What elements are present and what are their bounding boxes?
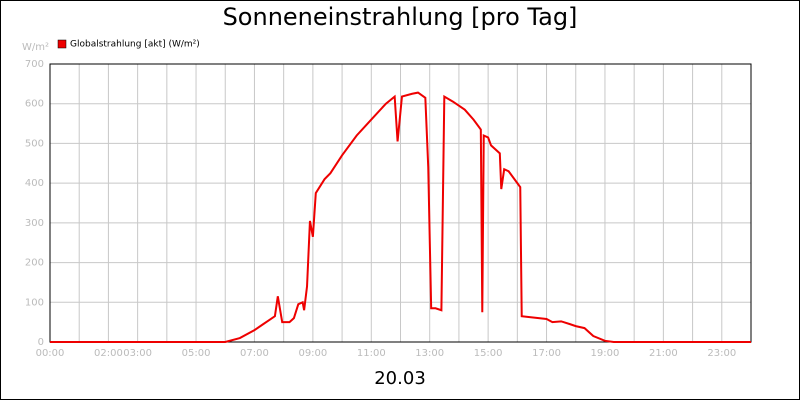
y-tick-label: 0: [38, 337, 44, 348]
plot-border: [49, 63, 752, 343]
x-tick-label: 19:00: [591, 348, 620, 359]
x-tick-label: 11:00: [357, 348, 386, 359]
y-unit: W/m²: [22, 42, 49, 53]
y-tick-label: 600: [25, 99, 44, 110]
x-tick-label: 05:00: [182, 348, 211, 359]
legend-swatch: [57, 39, 67, 49]
y-tick-label: 700: [25, 59, 44, 70]
x-tick-label: 23:00: [707, 348, 736, 359]
y-tick-label: 100: [25, 297, 44, 308]
y-tick-label: 300: [25, 218, 44, 229]
x-tick-label: 17:00: [532, 348, 561, 359]
x-tick-label: 00:00: [36, 348, 65, 359]
data-line: [50, 91, 751, 343]
y-tick-label: 400: [25, 178, 44, 189]
x-tick-label: 07:00: [240, 348, 269, 359]
x-caption: 20.03: [374, 368, 426, 389]
x-tick-label: 03:00: [123, 348, 152, 359]
x-tick-label: 13:00: [415, 348, 444, 359]
x-tick-label: 21:00: [649, 348, 678, 359]
y-tick-label: 200: [25, 258, 44, 269]
chart-title: Sonneneinstrahlung [pro Tag]: [223, 3, 578, 31]
y-tick-label: 500: [25, 138, 44, 149]
x-tick-label: 09:00: [298, 348, 327, 359]
legend-label: Globalstrahlung [akt] (W/m²): [70, 40, 200, 50]
x-tick-label: 15:00: [474, 348, 503, 359]
x-tick-label: 02:00: [94, 348, 123, 359]
